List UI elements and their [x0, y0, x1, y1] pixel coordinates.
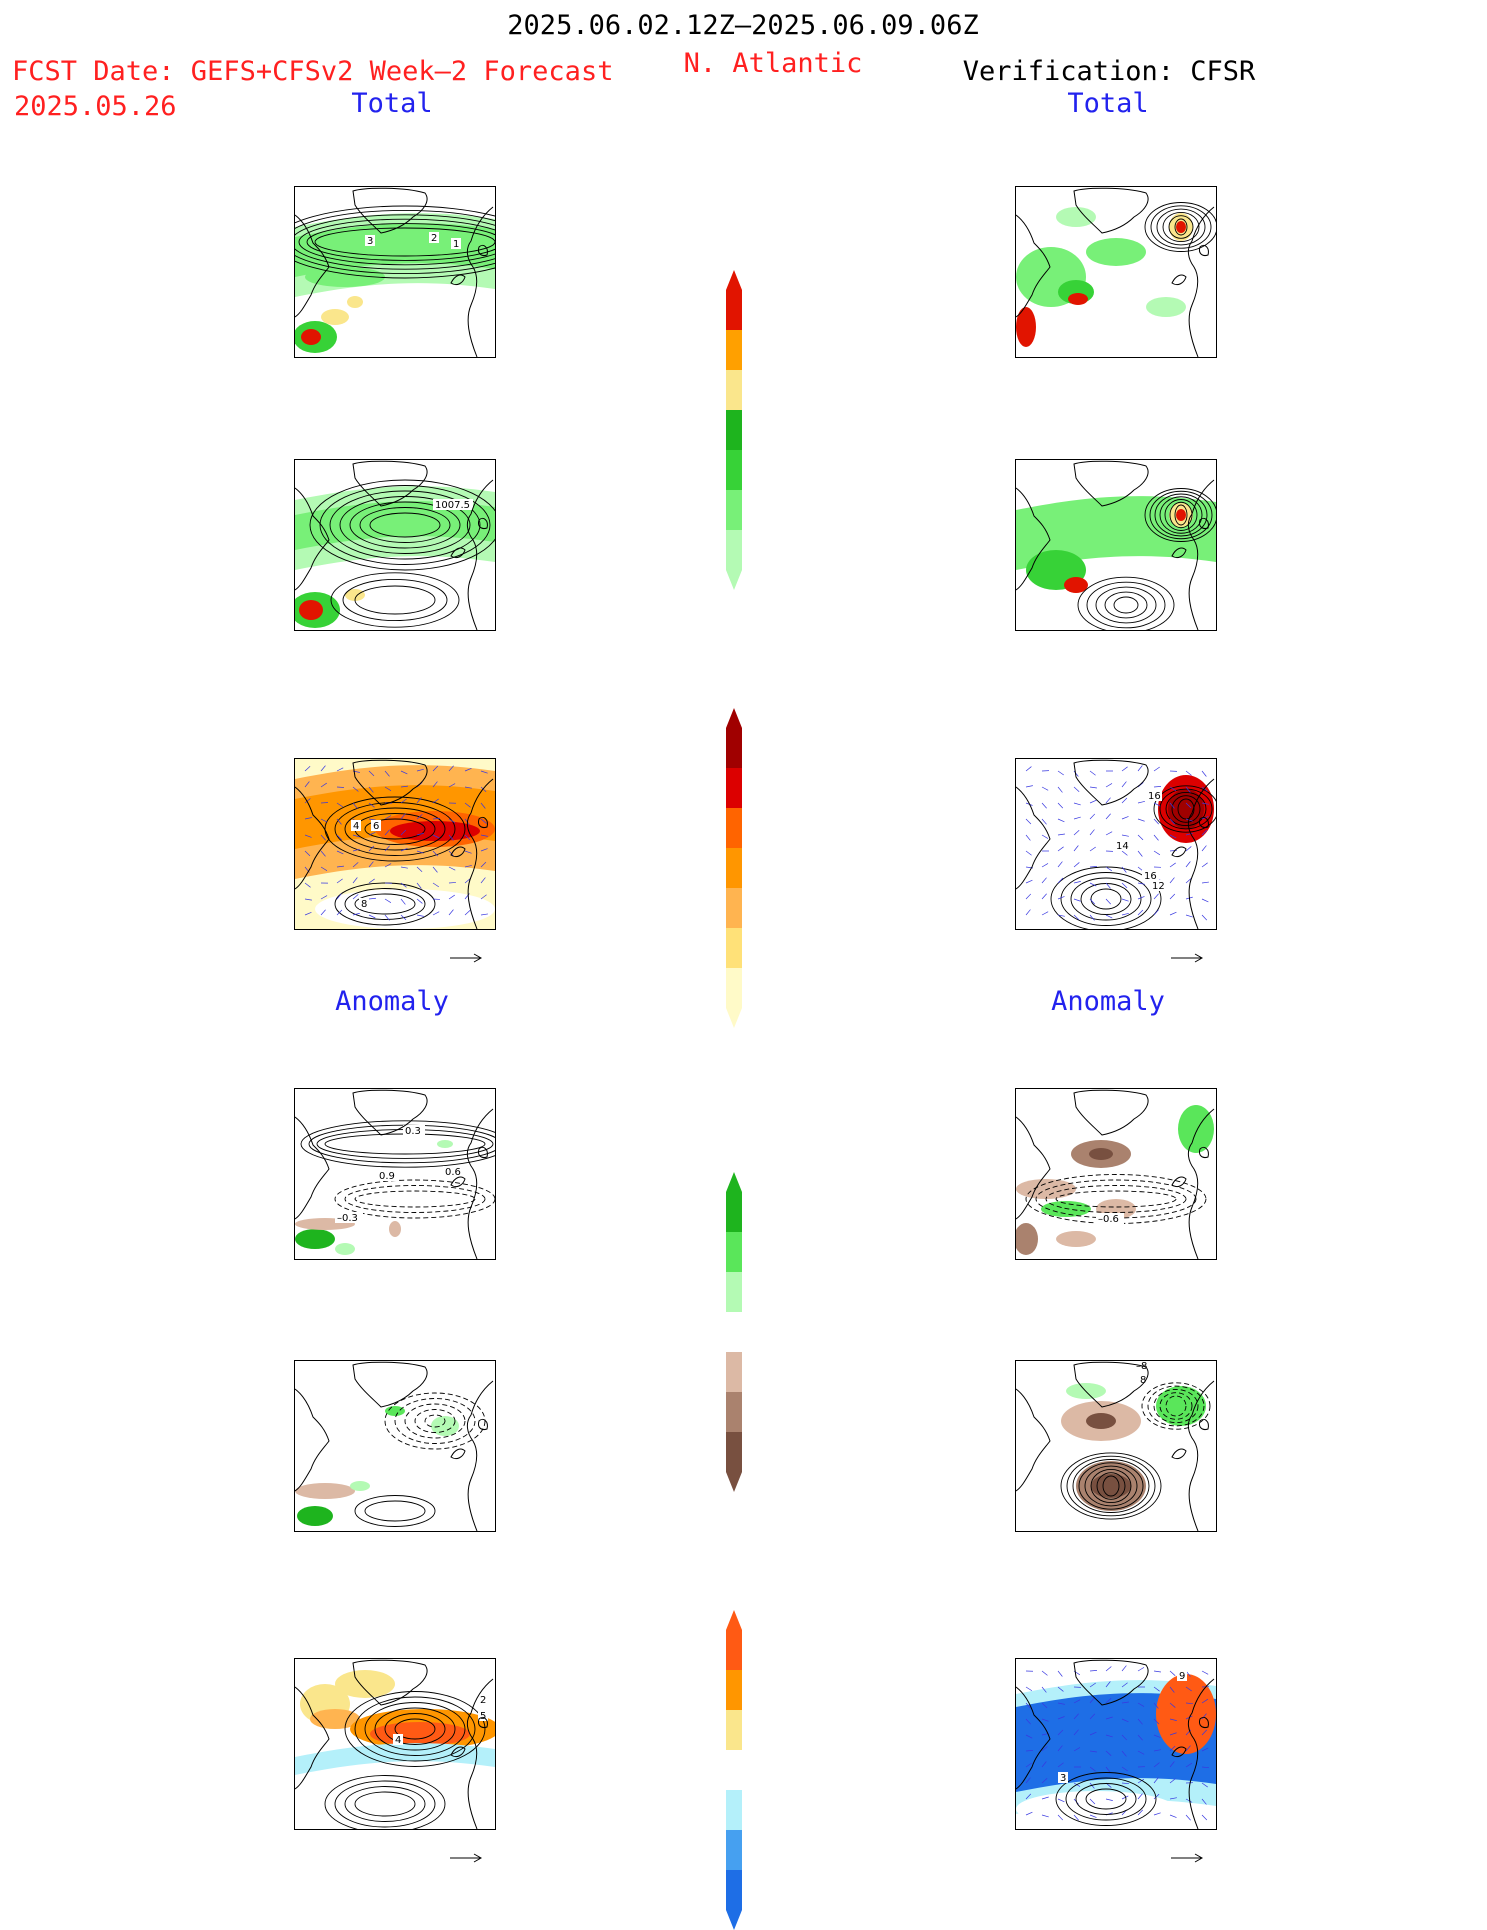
map-panel-r1-c0: 1007.5 [294, 459, 496, 631]
contour-label: 2 [431, 233, 437, 244]
section-anomaly-forecast: Anomaly [335, 988, 449, 1015]
contour-label: 9 [1179, 1671, 1185, 1682]
vector-reference-arrow [1169, 952, 1205, 964]
contour-label: 0.6 [445, 1167, 461, 1178]
colorbar-precip-total [724, 270, 744, 590]
map-plot: –0.6 [1016, 1089, 1216, 1259]
map-plot [295, 1361, 495, 1531]
contour-label: 14 [1116, 841, 1129, 852]
map-panel-r1-c1 [1015, 459, 1217, 631]
contour-label: 8 [361, 899, 367, 910]
contour-label: –0.6 [1098, 1214, 1119, 1225]
map-plot: –88 [1016, 1361, 1216, 1531]
map-panel-r5-c0: 4 2 5 [294, 1658, 496, 1830]
map-panel-r0-c0: 3 2 1 [294, 186, 496, 358]
contour-label: 4 [353, 821, 359, 832]
contour-label: –0.3 [337, 1213, 358, 1224]
verification-label: Verification: CFSR [963, 58, 1256, 85]
fcst-date-label: FCST Date: GEFS+CFSv2 Week–2 Forecast [12, 58, 613, 85]
region-label: N. Atlantic [684, 50, 863, 77]
contour-label: 5 [480, 1711, 486, 1722]
map-plot: 93 [1016, 1659, 1216, 1829]
contour-label: 6 [373, 821, 379, 832]
colorbar-track-anomaly [724, 1610, 744, 1930]
vector-reference-arrow [448, 1852, 484, 1864]
period-title: 2025.06.02.12Z–2025.06.09.06Z [507, 12, 978, 39]
map-plot [1016, 460, 1216, 630]
contour-label: 0.3 [405, 1126, 421, 1137]
contour-label: 2 [480, 1695, 486, 1706]
section-total-verification: Total [1067, 90, 1148, 117]
contour-label: 16 [1148, 791, 1161, 802]
fcst-date-value: 2025.05.26 [14, 93, 177, 120]
map-panel-r3-c1: –0.6 [1015, 1088, 1217, 1260]
map-plot: 3 2 1 [295, 187, 495, 357]
map-plot: 4 6 8 [295, 759, 495, 929]
contour-label: 1 [453, 239, 459, 250]
section-total-forecast: Total [351, 90, 432, 117]
map-panel-r4-c0 [294, 1360, 496, 1532]
contour-label: 4 [395, 1735, 401, 1746]
contour-label: 3 [1060, 1773, 1066, 1784]
map-plot: 0.3 0.9 0.6 –0.3 [295, 1089, 495, 1259]
colorbar-track-total [724, 708, 744, 1028]
contour-label: 1007.5 [435, 500, 470, 511]
contour-label: 12 [1152, 881, 1165, 892]
section-anomaly-verification: Anomaly [1051, 988, 1165, 1015]
contour-label: 3 [367, 236, 373, 247]
map-plot: 1007.5 [295, 460, 495, 630]
colorbar-precip-anomaly [724, 1172, 744, 1492]
map-plot [1016, 187, 1216, 357]
contour-label: 0.9 [379, 1171, 395, 1182]
map-panel-r3-c0: 0.3 0.9 0.6 –0.3 [294, 1088, 496, 1260]
map-panel-r2-c0: 4 6 8 [294, 758, 496, 930]
vector-reference-arrow [1169, 1852, 1205, 1864]
map-panel-r0-c1 [1015, 186, 1217, 358]
map-plot: 4 2 5 [295, 1659, 495, 1829]
vector-reference-arrow [448, 952, 484, 964]
